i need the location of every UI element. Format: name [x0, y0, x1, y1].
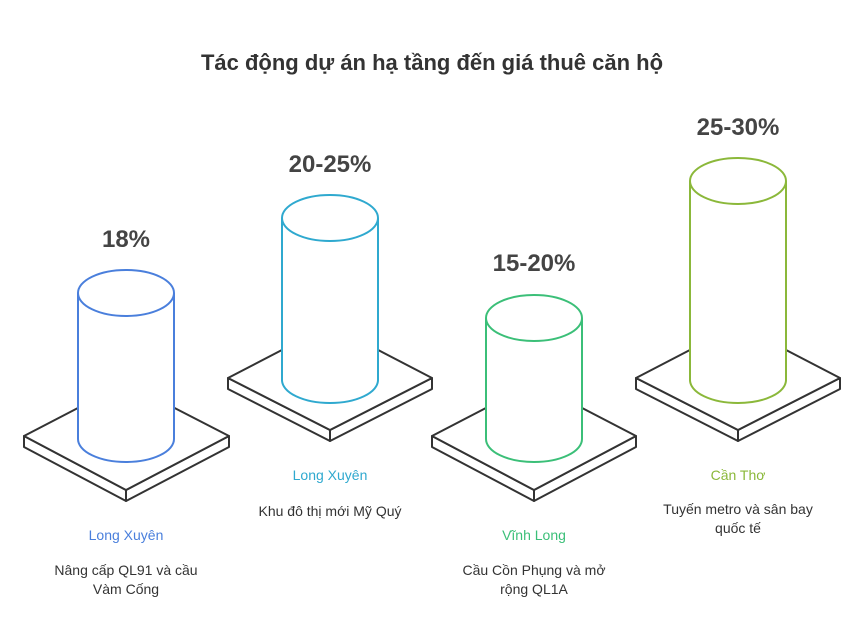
item-1-graphic [23, 269, 230, 502]
item-3-value: 15-20% [492, 250, 576, 277]
item-3-location: Vĩnh Long [502, 527, 566, 543]
item-1-location: Long Xuyên [88, 527, 164, 543]
item-2-graphic [227, 194, 433, 442]
item-4-description: Tuyến metro và sân bay quốc tế [663, 501, 813, 536]
diagram-title: Tác động dự án hạ tầng đến giá thuê căn … [200, 50, 664, 75]
cylinder-4 [689, 157, 787, 404]
cylinder-2 [281, 194, 379, 404]
item-1-value: 18% [101, 226, 151, 253]
cylinder-3 [485, 294, 583, 463]
item-2-location: Long Xuyên [292, 467, 368, 483]
item-4-value: 25-30% [696, 114, 780, 141]
cylinder-1 [77, 269, 175, 463]
item-4-location: Cần Thơ [710, 467, 766, 483]
item-3-graphic [431, 294, 637, 502]
item-2-description: Khu đô thị mới Mỹ Quý [258, 503, 402, 519]
item-3-description: Cầu Cồn Phụng và mở rộng QL1A [462, 562, 606, 597]
item-4-graphic [635, 157, 841, 442]
item-1-description: Nâng cấp QL91 và cầu Vàm Cống [54, 562, 198, 597]
item-2-value: 20-25% [288, 151, 372, 178]
